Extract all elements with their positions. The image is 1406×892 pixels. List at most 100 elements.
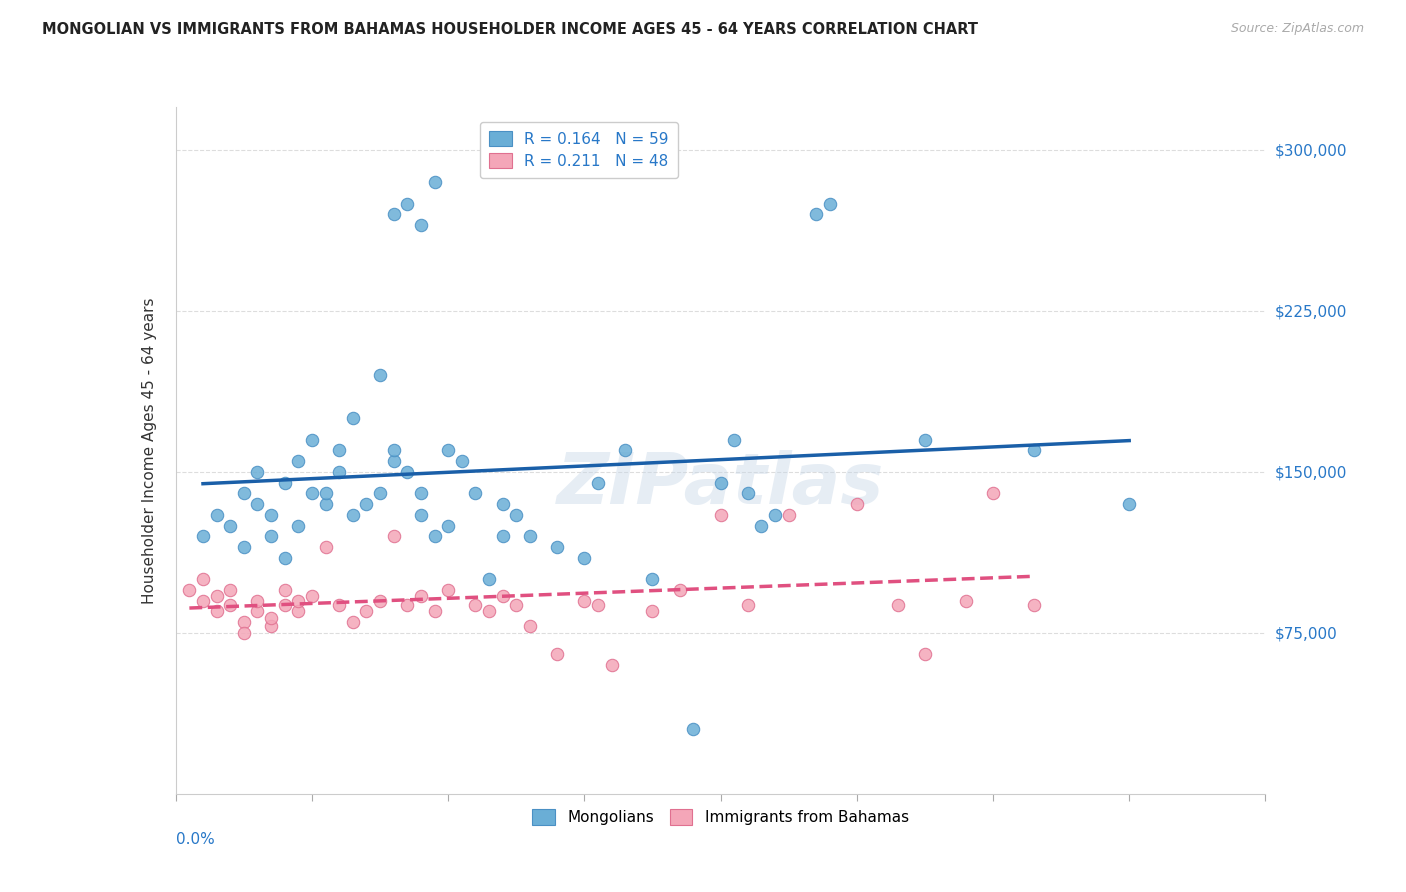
- Point: [232, 626, 254, 640]
- Point: [505, 598, 527, 612]
- Point: [409, 218, 432, 232]
- Point: [191, 529, 214, 543]
- Text: 0.0%: 0.0%: [176, 831, 215, 847]
- Point: [1022, 443, 1045, 458]
- Point: [328, 598, 350, 612]
- Point: [914, 433, 936, 447]
- Point: [368, 486, 391, 500]
- Point: [315, 497, 337, 511]
- Point: [301, 486, 323, 500]
- Point: [219, 598, 242, 612]
- Point: [219, 582, 242, 597]
- Point: [409, 508, 432, 522]
- Point: [205, 508, 228, 522]
- Point: [519, 529, 541, 543]
- Point: [886, 598, 908, 612]
- Point: [246, 465, 269, 479]
- Point: [260, 529, 283, 543]
- Point: [342, 615, 364, 630]
- Y-axis label: Householder Income Ages 45 - 64 years: Householder Income Ages 45 - 64 years: [142, 297, 157, 604]
- Point: [723, 433, 745, 447]
- Point: [600, 658, 623, 673]
- Point: [274, 550, 297, 565]
- Point: [179, 582, 201, 597]
- Point: [315, 540, 337, 554]
- Point: [342, 411, 364, 425]
- Point: [546, 540, 568, 554]
- Point: [396, 598, 419, 612]
- Point: [478, 572, 501, 586]
- Point: [1118, 497, 1140, 511]
- Point: [845, 497, 868, 511]
- Point: [396, 196, 419, 211]
- Point: [287, 604, 309, 618]
- Point: [260, 508, 283, 522]
- Point: [356, 604, 378, 618]
- Point: [287, 454, 309, 468]
- Point: [763, 508, 786, 522]
- Point: [423, 175, 446, 189]
- Point: [409, 590, 432, 604]
- Point: [368, 368, 391, 383]
- Point: [423, 529, 446, 543]
- Point: [301, 590, 323, 604]
- Point: [368, 593, 391, 607]
- Point: [464, 598, 486, 612]
- Point: [274, 475, 297, 490]
- Point: [205, 590, 228, 604]
- Point: [260, 619, 283, 633]
- Point: [492, 590, 515, 604]
- Point: [804, 207, 827, 221]
- Point: [191, 593, 214, 607]
- Point: [260, 611, 283, 625]
- Point: [382, 529, 405, 543]
- Point: [205, 604, 228, 618]
- Point: [396, 465, 419, 479]
- Point: [519, 619, 541, 633]
- Legend: Mongolians, Immigrants from Bahamas: Mongolians, Immigrants from Bahamas: [523, 800, 918, 834]
- Point: [246, 593, 269, 607]
- Text: Source: ZipAtlas.com: Source: ZipAtlas.com: [1230, 22, 1364, 36]
- Point: [437, 518, 460, 533]
- Point: [682, 723, 704, 737]
- Point: [246, 497, 269, 511]
- Point: [301, 433, 323, 447]
- Point: [287, 593, 309, 607]
- Point: [437, 582, 460, 597]
- Point: [641, 604, 664, 618]
- Point: [356, 497, 378, 511]
- Point: [492, 497, 515, 511]
- Point: [191, 572, 214, 586]
- Point: [409, 486, 432, 500]
- Point: [382, 454, 405, 468]
- Point: [737, 486, 759, 500]
- Point: [778, 508, 800, 522]
- Point: [274, 582, 297, 597]
- Point: [423, 604, 446, 618]
- Point: [287, 518, 309, 533]
- Point: [219, 518, 242, 533]
- Point: [478, 604, 501, 618]
- Point: [586, 475, 609, 490]
- Point: [450, 454, 472, 468]
- Point: [315, 486, 337, 500]
- Point: [710, 475, 733, 490]
- Point: [737, 598, 759, 612]
- Point: [464, 486, 486, 500]
- Point: [668, 582, 690, 597]
- Point: [614, 443, 637, 458]
- Point: [955, 593, 977, 607]
- Point: [505, 508, 527, 522]
- Point: [382, 207, 405, 221]
- Point: [574, 550, 596, 565]
- Point: [437, 443, 460, 458]
- Point: [641, 572, 664, 586]
- Point: [328, 465, 350, 479]
- Point: [232, 486, 254, 500]
- Point: [586, 598, 609, 612]
- Point: [914, 648, 936, 662]
- Point: [232, 540, 254, 554]
- Point: [492, 529, 515, 543]
- Point: [710, 508, 733, 522]
- Point: [546, 648, 568, 662]
